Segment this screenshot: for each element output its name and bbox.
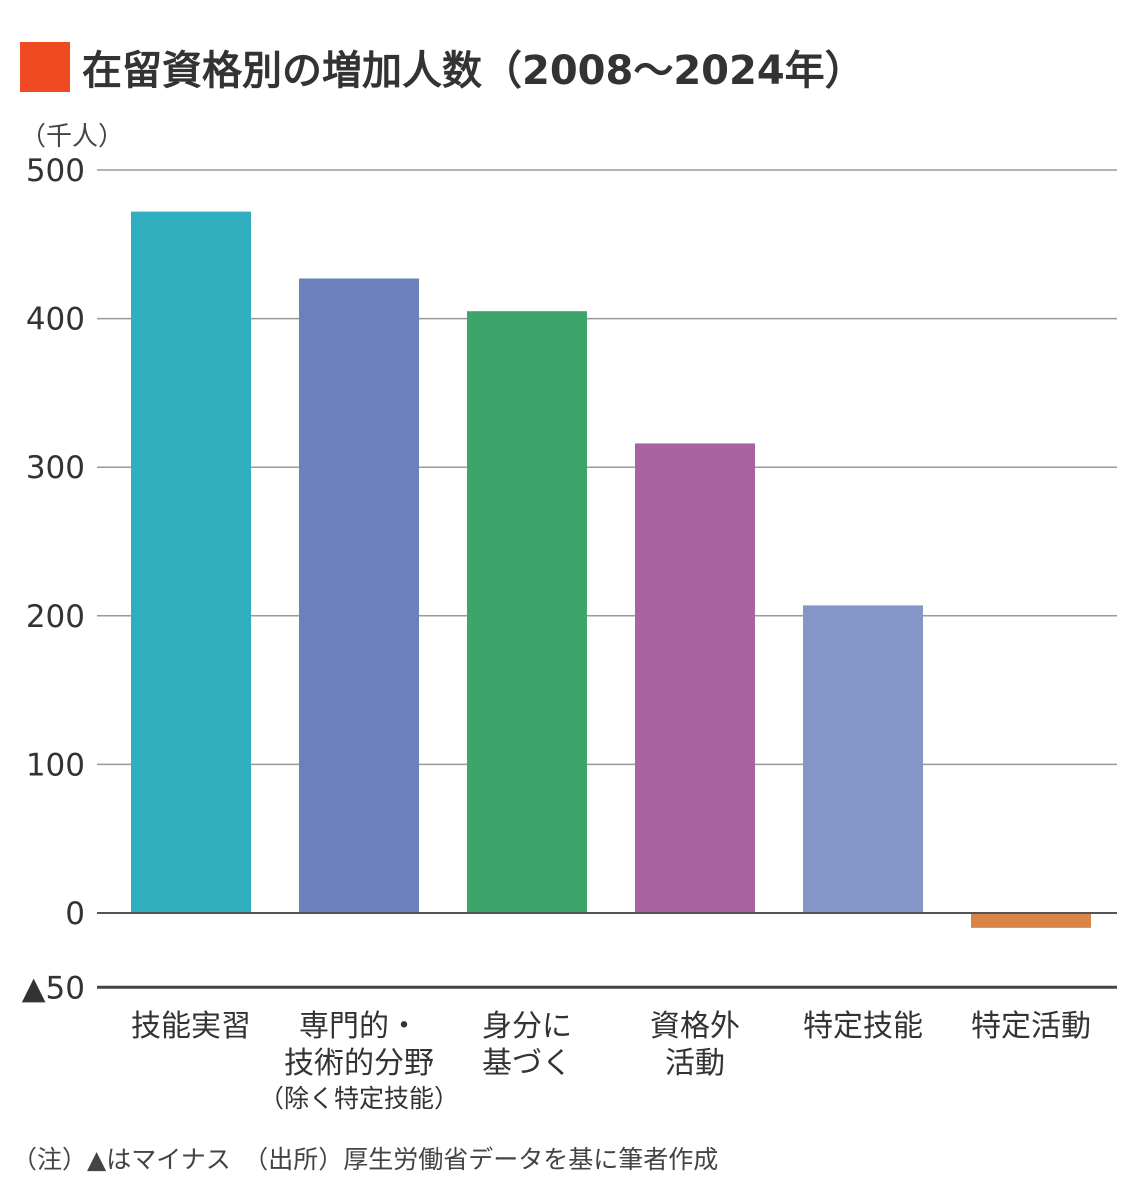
x-tick-label: 特定技能 (803, 1009, 923, 1044)
y-tick-label: 500 (26, 153, 85, 189)
source-note: （注）▲はマイナス （出所）厚生労働省データを基に筆者作成 (12, 1145, 719, 1174)
x-tick-label: 技術的分野 (284, 1046, 434, 1081)
y-tick-label: 100 (26, 747, 85, 783)
x-tick-label: （除く特定技能） (259, 1084, 459, 1113)
y-axis-unit-label: （千人） (20, 122, 125, 152)
bar (299, 278, 419, 913)
title-text: 在留資格別の増加人数（2008〜2024年） (82, 48, 865, 94)
x-tick-label: 特定活動 (971, 1009, 1091, 1044)
x-tick-label: 身分に (482, 1009, 572, 1044)
x-tick-label: 資格外 (650, 1009, 740, 1044)
bar (803, 605, 923, 913)
bar (971, 913, 1091, 928)
bar (131, 211, 251, 913)
y-tick-label: ▲50 (22, 970, 85, 1006)
x-tick-label: 専門的・ (299, 1009, 419, 1044)
x-tick-label: 技能実習 (131, 1009, 251, 1044)
y-tick-label: 0 (65, 896, 85, 932)
bar (635, 443, 755, 913)
y-tick-label: 200 (26, 599, 85, 635)
x-tick-label: 活動 (665, 1046, 725, 1081)
y-tick-label: 300 (26, 450, 85, 486)
chart-title: 在留資格別の増加人数（2008〜2024年） (20, 38, 865, 96)
x-tick-label: 基づく (482, 1046, 572, 1081)
y-tick-label: 400 (26, 302, 85, 338)
bar (467, 311, 587, 913)
title-marker (20, 42, 70, 92)
